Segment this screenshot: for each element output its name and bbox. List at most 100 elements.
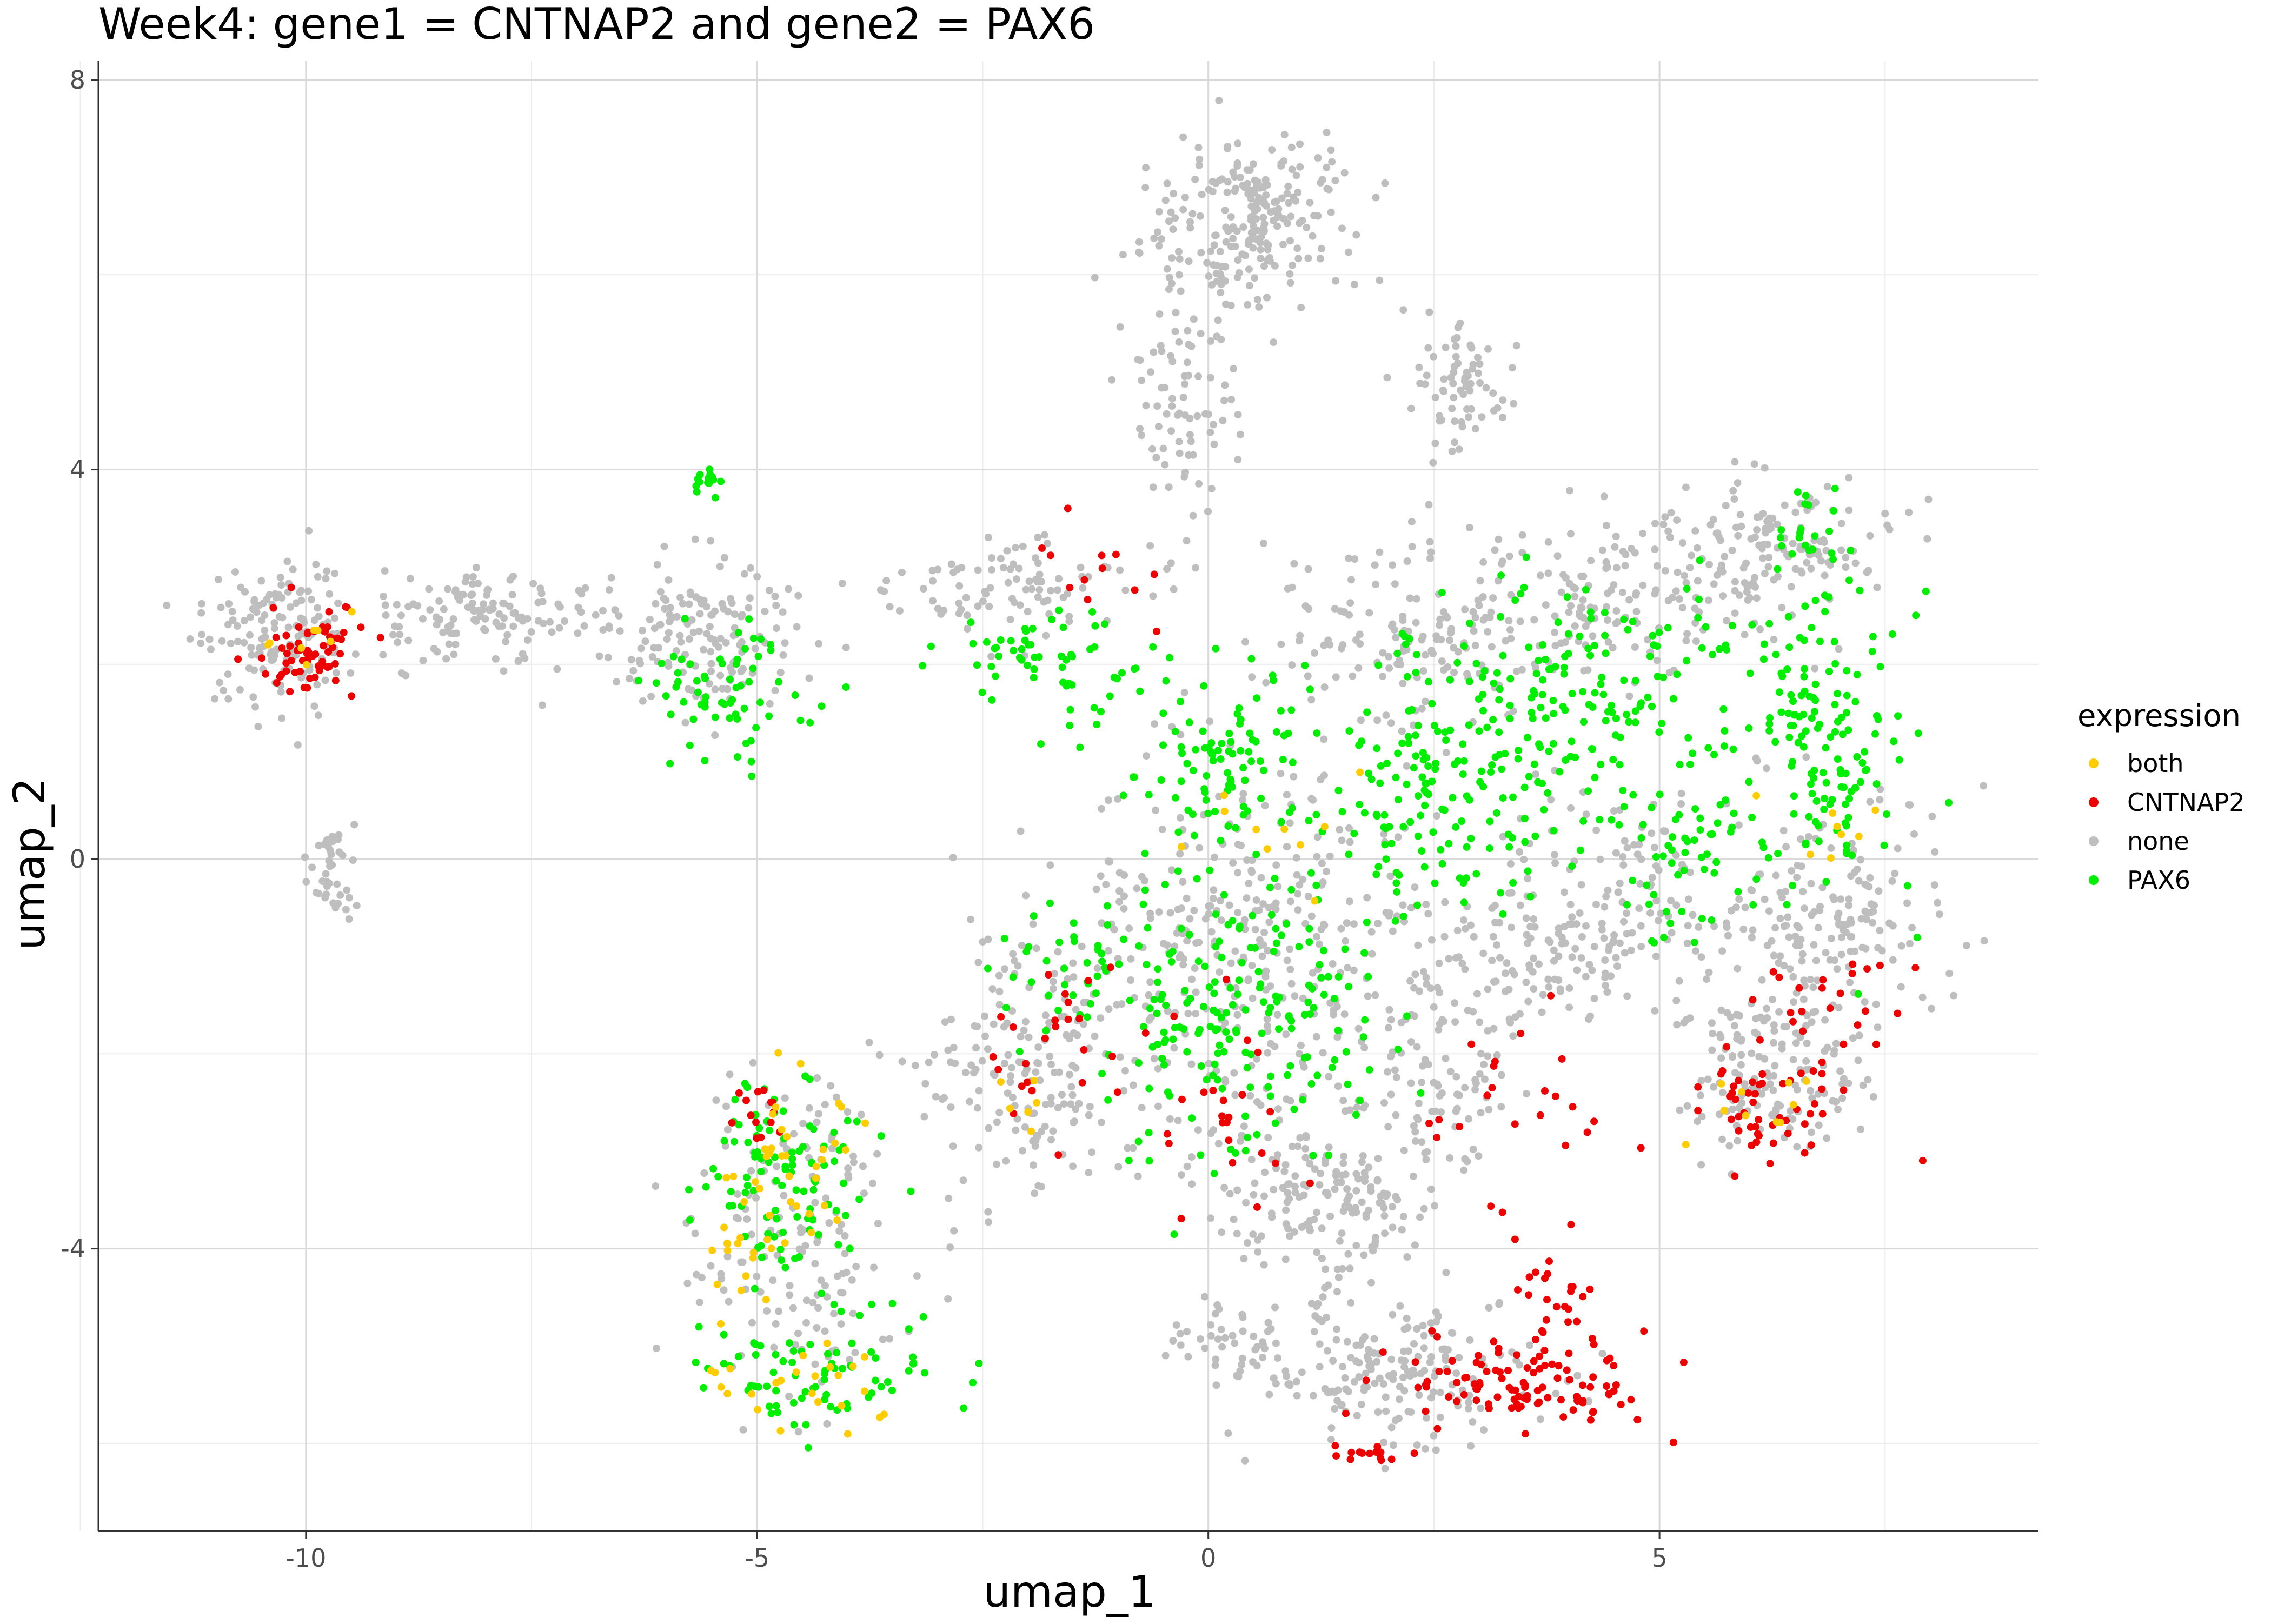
point-none — [289, 565, 297, 574]
point-pax6 — [1696, 556, 1704, 564]
point-none — [1469, 1145, 1477, 1153]
point-pax6 — [1069, 991, 1077, 999]
point-pax6 — [841, 1212, 849, 1220]
point-pax6 — [1076, 743, 1084, 751]
point-none — [1282, 1220, 1290, 1228]
point-pax6 — [1807, 770, 1815, 778]
point-pax6 — [1393, 649, 1402, 657]
point-cntnap2 — [1443, 1368, 1451, 1376]
point-none — [1537, 1415, 1544, 1423]
point-none — [663, 635, 671, 643]
point-pax6 — [726, 675, 734, 683]
point-none — [277, 688, 285, 696]
point-pax6 — [1365, 769, 1373, 777]
point-none — [955, 599, 963, 607]
point-none — [1792, 1029, 1800, 1037]
point-pax6 — [767, 1409, 775, 1417]
point-pax6 — [1042, 957, 1051, 965]
point-none — [1260, 929, 1269, 936]
point-none — [1447, 625, 1456, 633]
point-none — [1678, 539, 1686, 547]
point-pax6 — [1149, 643, 1157, 651]
point-cntnap2 — [282, 667, 290, 675]
point-none — [1192, 1010, 1200, 1017]
point-none — [1233, 1011, 1241, 1019]
point-pax6 — [1520, 583, 1528, 591]
point-pax6 — [1166, 654, 1174, 662]
point-pax6 — [1092, 989, 1100, 997]
point-pax6 — [1341, 945, 1349, 953]
point-none — [1190, 315, 1198, 323]
point-none — [1403, 1324, 1411, 1332]
point-none — [1216, 968, 1224, 976]
point-pax6 — [1356, 1096, 1364, 1104]
point-pax6 — [1277, 707, 1285, 715]
y-tick-label: -4 — [61, 1234, 85, 1263]
point-none — [1415, 363, 1423, 371]
point-cntnap2 — [1547, 991, 1555, 1000]
point-pax6 — [846, 1244, 854, 1253]
point-cntnap2 — [291, 668, 299, 676]
point-pax6 — [1672, 815, 1680, 823]
point-none — [1636, 880, 1644, 888]
point-none — [1950, 991, 1958, 1000]
point-none — [1485, 1304, 1493, 1312]
point-none — [1466, 380, 1475, 388]
point-cntnap2 — [1744, 1089, 1752, 1097]
point-none — [1255, 303, 1263, 311]
point-pax6 — [721, 700, 729, 708]
point-cntnap2 — [1225, 1136, 1233, 1144]
point-none — [1338, 224, 1346, 232]
point-pax6 — [1922, 587, 1930, 595]
point-pax6 — [1246, 1083, 1254, 1091]
point-none — [1568, 953, 1576, 961]
point-both — [838, 1103, 846, 1111]
point-both — [785, 1172, 793, 1180]
point-pax6 — [1237, 747, 1245, 755]
point-none — [1476, 577, 1484, 585]
point-both — [819, 1146, 827, 1154]
point-none — [1452, 1107, 1460, 1115]
point-pax6 — [1194, 957, 1203, 966]
point-none — [1403, 762, 1411, 770]
point-none — [1113, 1001, 1121, 1009]
point-pax6 — [1186, 994, 1194, 1002]
point-none — [1207, 1332, 1215, 1340]
point-none — [1592, 901, 1600, 909]
point-both — [717, 1320, 725, 1328]
point-none — [1775, 1008, 1783, 1016]
point-cntnap2 — [1414, 1383, 1422, 1392]
point-none — [331, 569, 338, 577]
point-none — [1224, 178, 1232, 186]
point-none — [1307, 1300, 1316, 1308]
point-none — [1221, 207, 1229, 214]
point-none — [1859, 1081, 1867, 1089]
point-none — [1147, 368, 1155, 376]
point-pax6 — [1201, 788, 1209, 796]
point-none — [706, 623, 714, 630]
point-none — [1492, 977, 1500, 986]
point-none — [1270, 338, 1278, 347]
point-none — [1086, 1102, 1094, 1110]
point-none — [1207, 337, 1214, 345]
point-none — [1333, 1033, 1342, 1041]
point-none — [1737, 1061, 1745, 1069]
point-pax6 — [1549, 696, 1557, 704]
point-none — [335, 831, 343, 839]
point-none — [1294, 255, 1303, 263]
point-none — [1810, 908, 1818, 916]
point-none — [1587, 557, 1595, 565]
point-none — [1635, 904, 1643, 913]
point-pax6 — [712, 494, 720, 502]
point-pax6 — [1876, 663, 1884, 671]
point-pax6 — [1270, 948, 1278, 955]
point-none — [1171, 214, 1179, 222]
point-none — [1479, 1426, 1488, 1434]
point-none — [1460, 1166, 1468, 1174]
point-none — [1211, 1361, 1219, 1369]
point-none — [1771, 924, 1779, 932]
point-pax6 — [720, 1330, 728, 1339]
point-none — [911, 1062, 919, 1070]
point-pax6 — [1009, 973, 1017, 981]
point-none — [1093, 964, 1101, 973]
